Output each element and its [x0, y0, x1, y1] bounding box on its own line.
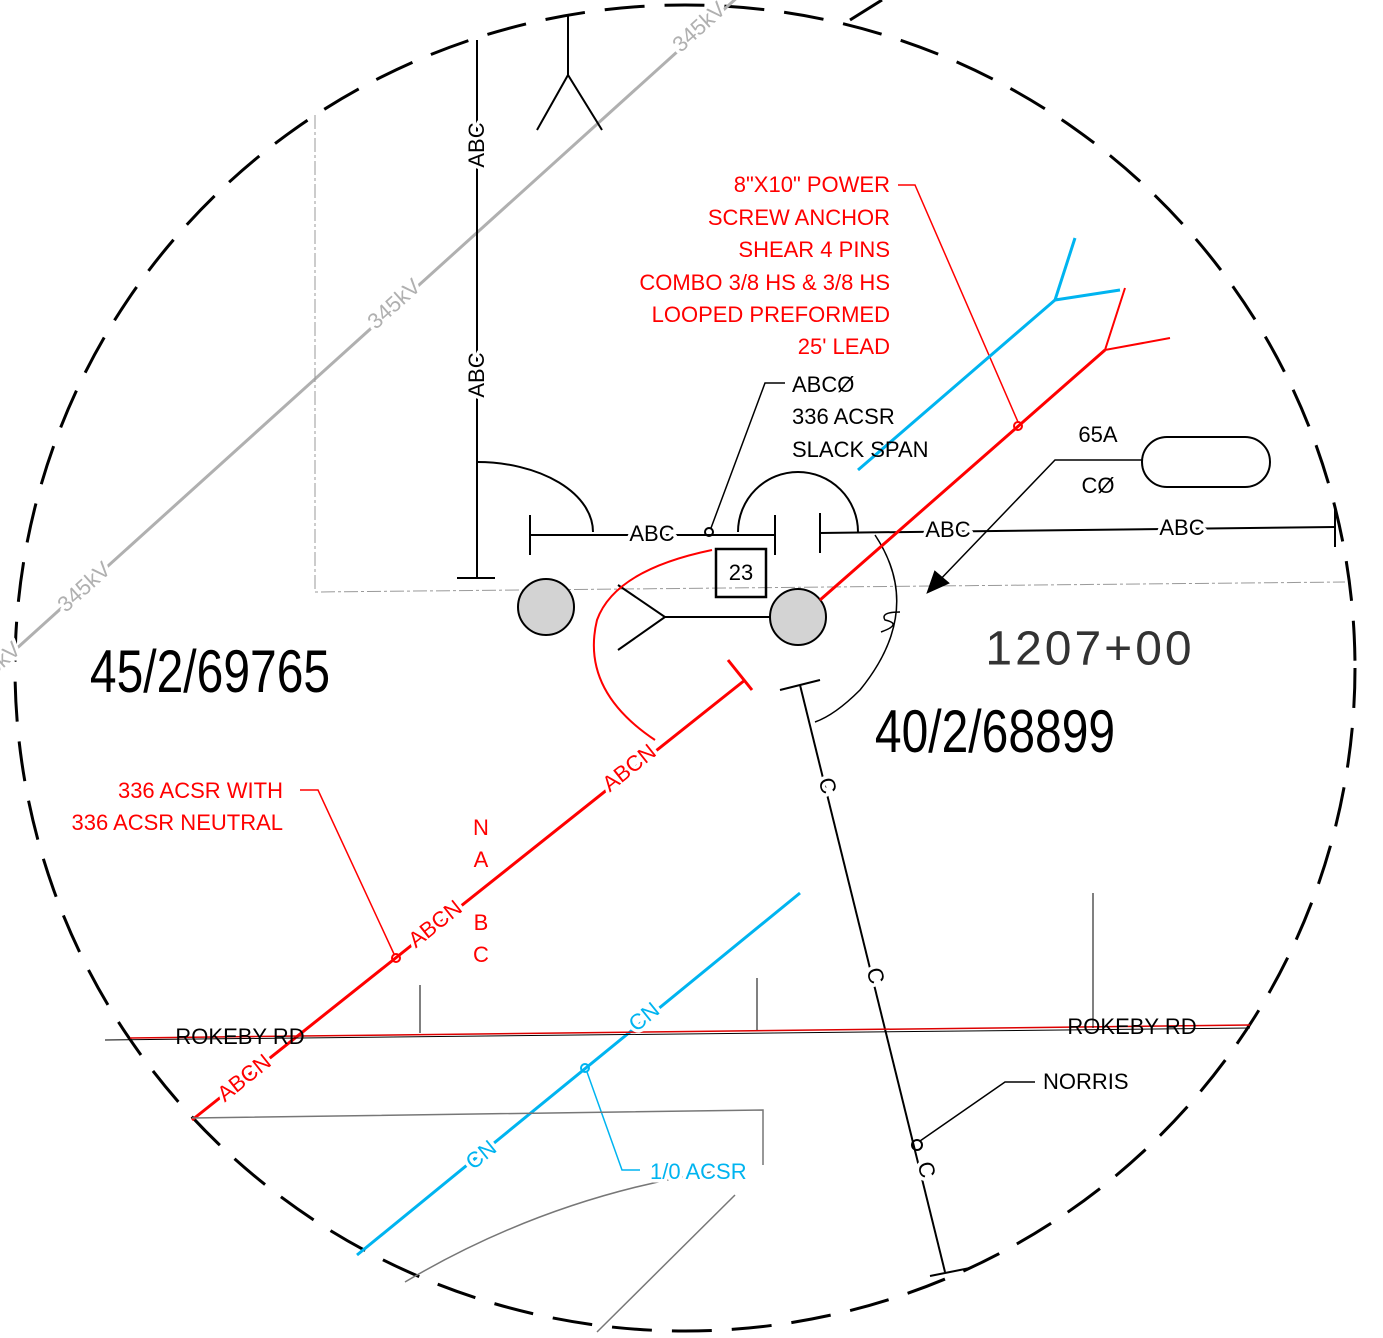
g-shape: 8"X10" POWER SCREW ANCHOR SHEAR 4 PINS C…	[639, 172, 890, 359]
span-label: ABC	[464, 122, 489, 167]
kv-label: 345kV	[667, 0, 730, 57]
anchor-note: SHEAR 4 PINS	[738, 237, 890, 262]
span-label: ABC	[1159, 515, 1204, 540]
anchor-note: 25' LEAD	[798, 334, 890, 359]
span-label: ABC	[925, 517, 970, 542]
phase-order: B	[474, 910, 489, 935]
circle-shape	[770, 589, 826, 645]
circle-shape	[518, 579, 574, 635]
polyline-shape	[920, 1082, 1035, 1141]
station: 1207+00	[985, 623, 1194, 676]
norris-label: NORRIS	[1043, 1069, 1129, 1094]
slack-note: 336 ACSR	[792, 404, 895, 429]
fuse-phase: CØ	[1082, 473, 1115, 498]
polyline-shape	[898, 185, 1018, 422]
polyline-shape	[587, 1072, 640, 1170]
line-shape	[820, 350, 1105, 600]
anchor-note: LOOPED PREFORMED	[652, 302, 890, 327]
pole-number: 40/2/68899	[875, 698, 1115, 765]
pole-box: 23	[729, 560, 753, 585]
red-line-label: ABCN	[597, 739, 660, 797]
blue-line-note: 1/0 ACSR	[650, 1159, 747, 1184]
kv-label: 345kV	[362, 273, 425, 334]
span-label: ABC	[629, 521, 674, 546]
polyline-shape	[300, 790, 394, 954]
phase-order: N	[473, 815, 489, 840]
slack-note: SLACK SPAN	[792, 437, 929, 462]
line-shape	[597, 1195, 735, 1332]
rect-shape	[1142, 437, 1270, 487]
fuse-rating: 65A	[1078, 422, 1117, 447]
span-label: ABC	[464, 352, 489, 397]
polyline-shape	[537, 75, 602, 130]
path-shape	[405, 1168, 740, 1282]
conductor-note: 336 ACSR NEUTRAL	[71, 810, 283, 835]
kv-label: 345kV	[52, 556, 115, 617]
c-line-label: C	[814, 775, 842, 797]
page: { "transmission_line": {"labels": ["345k…	[0, 0, 1383, 1338]
line-shape	[192, 680, 745, 1120]
anchor-note: 8"X10" POWER	[734, 172, 890, 197]
path-shape	[738, 472, 858, 532]
polyline-shape	[711, 383, 785, 528]
line-shape	[850, 0, 882, 20]
drawing: 345kV 345kV 345kV 345kV ABC ABC ABC ABC …	[0, 0, 1383, 1338]
conductor-note: 336 ACSR WITH	[118, 778, 283, 803]
red-line-label: ABCN	[212, 1049, 275, 1107]
red-line-label: ABCN	[403, 895, 466, 953]
phase-order: A	[474, 847, 489, 872]
path-shape	[881, 612, 900, 632]
c-line-label: C	[913, 1159, 941, 1181]
road-label: ROKEBY RD	[1067, 1014, 1196, 1039]
polyline-shape	[1105, 288, 1170, 350]
slack-note: ABCØ	[792, 372, 854, 397]
c-line-label: C	[862, 965, 890, 987]
pole-number: 45/2/69765	[90, 638, 330, 705]
polyline-shape	[1055, 238, 1120, 300]
anchor-note: COMBO 3/8 HS & 3/8 HS	[639, 270, 890, 295]
polyline-shape	[618, 585, 665, 650]
road-label: ROKEBY RD	[175, 1024, 304, 1049]
anchor-note: SCREW ANCHOR	[708, 205, 890, 230]
path-shape	[815, 535, 897, 722]
path-shape	[594, 550, 712, 740]
phase-order: C	[473, 942, 489, 967]
path-shape	[477, 462, 593, 532]
